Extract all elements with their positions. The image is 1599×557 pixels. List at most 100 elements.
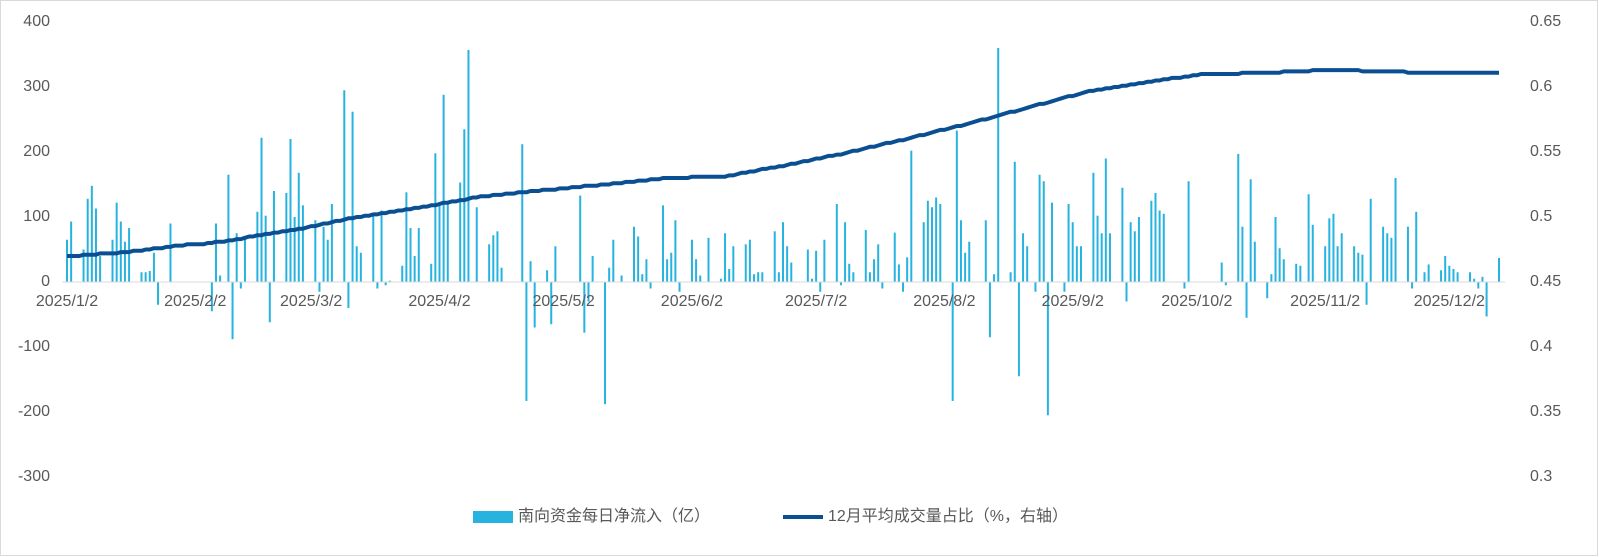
bar xyxy=(293,217,296,282)
bar xyxy=(99,256,102,282)
bar xyxy=(1369,198,1372,282)
bar xyxy=(645,259,648,282)
bar xyxy=(521,144,524,282)
bar xyxy=(1299,265,1302,282)
bar xyxy=(1022,233,1025,282)
x-tick-label: 2025/6/2 xyxy=(661,293,723,310)
bar xyxy=(1473,278,1476,282)
x-tick-label: 2025/1/2 xyxy=(36,293,98,310)
y2-tick-label: 0.5 xyxy=(1530,208,1552,225)
bar xyxy=(1390,237,1393,282)
bar xyxy=(1013,161,1016,282)
bar xyxy=(633,226,636,282)
bar xyxy=(405,192,408,282)
bar xyxy=(82,249,85,282)
bar xyxy=(438,204,441,282)
y2-tick-label: 0.4 xyxy=(1530,338,1552,355)
y2-tick-label: 0.45 xyxy=(1530,273,1561,290)
x-tick-label: 2025/10/2 xyxy=(1161,293,1232,310)
bar xyxy=(678,282,681,292)
bar xyxy=(268,282,271,323)
bar xyxy=(591,256,594,282)
bar xyxy=(1282,259,1285,282)
bar xyxy=(583,282,586,333)
bar xyxy=(748,239,751,282)
x-tick-label: 2025/5/2 xyxy=(533,293,595,310)
bar xyxy=(819,282,822,292)
bar xyxy=(902,282,905,292)
bar xyxy=(1092,172,1095,282)
bar xyxy=(844,222,847,282)
bar xyxy=(637,236,640,282)
bar xyxy=(152,252,155,282)
bar xyxy=(326,239,329,282)
bar xyxy=(835,204,838,282)
bar xyxy=(753,274,756,282)
bar xyxy=(810,278,813,282)
y-tick-label: 0 xyxy=(41,273,50,290)
bar xyxy=(777,272,780,282)
bar xyxy=(1427,264,1430,282)
bar xyxy=(500,267,503,282)
bar xyxy=(359,252,362,282)
bar xyxy=(488,244,491,282)
bar xyxy=(1129,222,1132,282)
bar xyxy=(1357,252,1360,282)
bar xyxy=(823,239,826,282)
bar xyxy=(157,282,160,305)
y-tick-label: 400 xyxy=(23,13,50,30)
bar xyxy=(666,259,669,282)
bar xyxy=(1365,282,1368,305)
bar xyxy=(1245,282,1248,318)
bar xyxy=(1071,222,1074,282)
bar xyxy=(1452,269,1455,282)
y-tick-label: 300 xyxy=(23,78,50,95)
bar xyxy=(724,233,727,282)
bar xyxy=(256,211,259,282)
bar xyxy=(719,278,722,282)
bar xyxy=(1394,178,1397,282)
legend-label: 12月平均成交量占比（%，右轴） xyxy=(828,507,1068,525)
bar xyxy=(231,282,234,340)
bar xyxy=(968,241,971,282)
bar xyxy=(546,270,549,282)
bar xyxy=(1017,282,1020,377)
bar xyxy=(169,223,172,282)
bar xyxy=(988,282,991,338)
bar xyxy=(1063,282,1066,292)
bar xyxy=(728,269,731,282)
bar xyxy=(1498,257,1500,282)
bar xyxy=(1481,276,1484,282)
bar xyxy=(1096,215,1099,282)
bar xyxy=(699,275,702,282)
bar xyxy=(893,232,896,282)
y2-tick-label: 0.65 xyxy=(1530,13,1561,30)
bar xyxy=(1448,265,1451,282)
bar xyxy=(1307,194,1310,282)
y2-tick-label: 0.35 xyxy=(1530,403,1561,420)
bar xyxy=(434,153,437,282)
bar xyxy=(1386,233,1389,282)
bar xyxy=(239,282,242,289)
x-tick-label: 2025/12/2 xyxy=(1414,293,1485,310)
bar xyxy=(1237,153,1240,282)
bar xyxy=(959,220,962,282)
bar xyxy=(922,222,925,282)
bar xyxy=(732,246,735,282)
bar xyxy=(670,252,673,282)
bar xyxy=(661,205,664,282)
bar xyxy=(496,231,499,282)
bar xyxy=(70,221,73,282)
bar xyxy=(1423,272,1426,282)
bar xyxy=(554,246,557,282)
bar xyxy=(1051,202,1054,282)
y-tick-label: -100 xyxy=(18,338,50,355)
bar xyxy=(608,267,611,282)
bar xyxy=(1444,256,1447,282)
bar xyxy=(1067,204,1070,282)
bar xyxy=(260,137,263,282)
bar xyxy=(227,174,230,282)
bar xyxy=(140,272,143,282)
bar xyxy=(1046,282,1049,416)
